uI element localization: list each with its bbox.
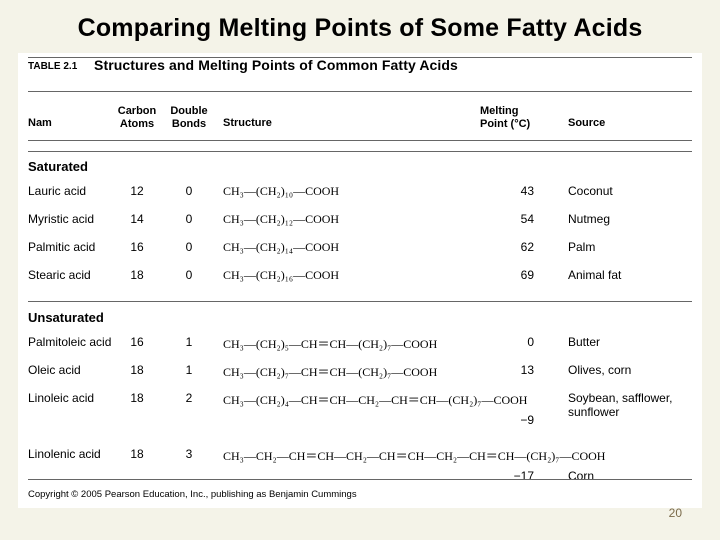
table-caption: Structures and Melting Points of Common … [94,57,458,73]
copyright-text: Copyright © 2005 Pearson Education, Inc.… [28,489,357,500]
table-number: TABLE 2.1 [28,61,77,72]
cell-carbon: 18 [123,391,151,405]
header-name: Nam [28,117,52,130]
cell-db: 0 [178,184,200,198]
cell-mp: 0 [498,335,534,349]
cell-mp: 13 [498,363,534,377]
cell-source: Palm [568,240,692,254]
header-melting-point: MeltingPoint (°C) [480,105,542,130]
cell-structure: CH₃—(CH₂)₅—CH＝CH—(CH₂)₇—COOH [223,335,437,352]
cell-carbon: 18 [123,268,151,282]
cell-name: Palmitic acid [28,240,95,254]
column-headers: Nam CarbonAtoms DoubleBonds Structure Me… [28,99,692,139]
cell-carbon: 18 [123,447,151,461]
table-body: Saturated Lauric acid 12 0 CH₃—(CH₂)₁₀—C… [28,153,692,478]
table-row: Palmitic acid 16 0 CH₃—(CH₂)₁₄—COOH 62 P… [28,236,692,264]
cell-source: Nutmeg [568,212,692,226]
cell-mp: 54 [498,212,534,226]
cell-structure: CH₃—(CH₂)₇—CH＝CH—(CH₂)₇—COOH [223,363,437,380]
section-unsaturated: Unsaturated [28,310,692,325]
section-saturated: Saturated [28,159,692,174]
cell-mp: −9 [498,413,534,427]
header-structure: Structure [223,117,272,130]
cell-name: Myristic acid [28,212,94,226]
cell-mp: 43 [498,184,534,198]
cell-source: Animal fat [568,268,692,282]
header-double-bonds: DoubleBonds [166,105,212,130]
table-row: Myristic acid 14 0 CH₃—(CH₂)₁₂—COOH 54 N… [28,208,692,236]
cell-carbon: 12 [123,184,151,198]
cell-name: Palmitoleic acid [28,335,111,349]
header-carbon-atoms: CarbonAtoms [113,105,161,130]
table-row: Stearic acid 18 0 CH₃—(CH₂)₁₆—COOH 69 An… [28,264,692,292]
cell-db: 0 [178,212,200,226]
cell-source: Soybean, safflower, sunflower [568,391,692,420]
cell-db: 1 [178,363,200,377]
cell-db: 1 [178,335,200,349]
cell-carbon: 16 [123,335,151,349]
cell-structure: CH₃—CH₂—CH＝CH—CH₂—CH＝CH—CH₂—CH＝CH—(CH₂)₇… [223,447,605,464]
table-row: Linoleic acid 18 2 CH₃—(CH₂)₄—CH＝CH—CH₂—… [28,387,692,443]
cell-carbon: 16 [123,240,151,254]
rule-header-bot [28,140,692,141]
header-source: Source [568,117,605,130]
cell-structure: CH₃—(CH₂)₄—CH＝CH—CH₂—CH＝CH—(CH₂)₇—COOH [223,391,527,408]
cell-source: Coconut [568,184,692,198]
table-row: Lauric acid 12 0 CH₃—(CH₂)₁₀—COOH 43 Coc… [28,180,692,208]
cell-name: Oleic acid [28,363,81,377]
cell-carbon: 14 [123,212,151,226]
cell-structure: CH₃—(CH₂)₁₂—COOH [223,212,339,227]
cell-mp: 62 [498,240,534,254]
cell-name: Lauric acid [28,184,86,198]
cell-mp: −17 [498,469,534,483]
cell-structure: CH₃—(CH₂)₁₆—COOH [223,268,339,283]
rule-header-top [28,91,692,92]
cell-name: Linoleic acid [28,391,94,405]
table-row: Palmitoleic acid 16 1 CH₃—(CH₂)₅—CH＝CH—(… [28,331,692,359]
cell-structure: CH₃—(CH₂)₁₀—COOH [223,184,339,199]
rule-mid [28,301,692,302]
cell-source: Butter [568,335,692,349]
cell-db: 0 [178,268,200,282]
cell-structure: CH₃—(CH₂)₁₄—COOH [223,240,339,255]
cell-db: 2 [178,391,200,405]
page-number: 20 [669,506,682,520]
table-row: Oleic acid 18 1 CH₃—(CH₂)₇—CH＝CH—(CH₂)₇—… [28,359,692,387]
cell-mp: 69 [498,268,534,282]
cell-name: Stearic acid [28,268,91,282]
slide-title: Comparing Melting Points of Some Fatty A… [0,0,720,53]
cell-source: Corn [568,469,692,483]
rule-bottom [28,479,692,480]
cell-name: Linolenic acid [28,447,101,461]
cell-db: 0 [178,240,200,254]
cell-source: Olives, corn [568,363,692,377]
table-container: TABLE 2.1 Structures and Melting Points … [18,53,702,508]
cell-carbon: 18 [123,363,151,377]
cell-db: 3 [178,447,200,461]
rule-header-double [28,151,692,152]
